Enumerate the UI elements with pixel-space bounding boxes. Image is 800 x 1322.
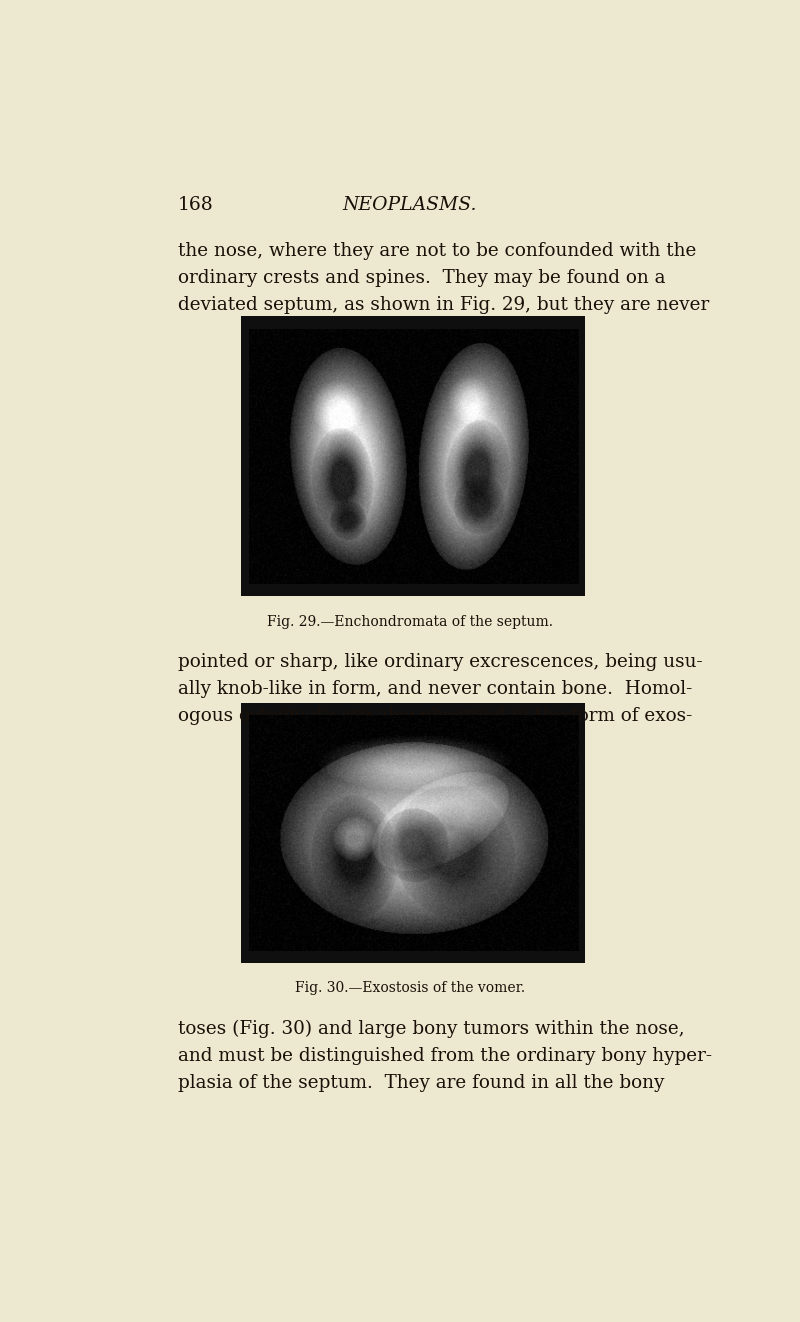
Text: ally knob-like in form, and never contain bone.  Homol-: ally knob-like in form, and never contai…	[178, 681, 692, 698]
Text: the nose, where they are not to be confounded with the: the nose, where they are not to be confo…	[178, 242, 696, 260]
Bar	[242, 703, 586, 962]
Text: ordinary crests and spines.  They may be found on a: ordinary crests and spines. They may be …	[178, 270, 665, 287]
Text: pointed or sharp, like ordinary excrescences, being usu-: pointed or sharp, like ordinary excresce…	[178, 653, 702, 672]
Text: Fig. 29.—Enchondromata of the septum.: Fig. 29.—Enchondromata of the septum.	[267, 615, 553, 629]
Text: deviated septum, as shown in Fig. 29, but they are never: deviated septum, as shown in Fig. 29, bu…	[178, 296, 709, 315]
Text: ogous osteomata are also observed in the form of exos-: ogous osteomata are also observed in the…	[178, 707, 692, 726]
Text: toses (Fig. 30) and large bony tumors within the nose,: toses (Fig. 30) and large bony tumors wi…	[178, 1019, 684, 1038]
Text: Fig. 30.—Exostosis of the vomer.: Fig. 30.—Exostosis of the vomer.	[295, 981, 525, 995]
Bar	[242, 316, 586, 596]
Text: NEOPLASMS.: NEOPLASMS.	[342, 196, 478, 214]
Text: 168: 168	[178, 196, 214, 214]
Text: plasia of the septum.  They are found in all the bony: plasia of the septum. They are found in …	[178, 1073, 664, 1092]
Text: and must be distinguished from the ordinary bony hyper-: and must be distinguished from the ordin…	[178, 1047, 711, 1064]
